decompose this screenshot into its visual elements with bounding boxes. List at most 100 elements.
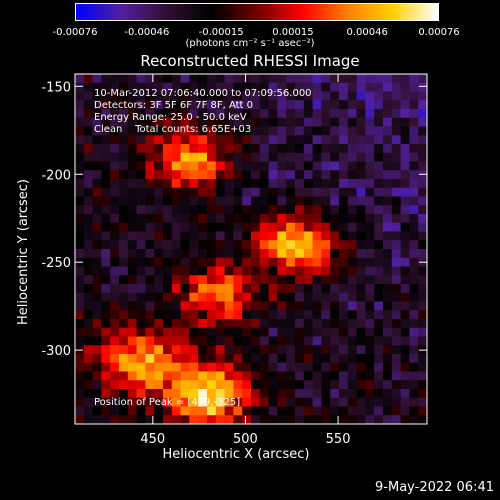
heatmap-cell: [224, 389, 234, 399]
heatmap-cell: [312, 109, 322, 119]
heatmap-cell: [251, 310, 261, 320]
heatmap-cell: [383, 161, 393, 171]
heatmap-cell: [330, 266, 340, 276]
annotation-clean-counts: Clean Total counts: 6.65E+03: [94, 124, 252, 135]
heatmap-cell: [251, 117, 261, 127]
heatmap-cell: [180, 126, 190, 136]
heatmap-cell: [154, 109, 164, 119]
heatmap-cell: [330, 327, 340, 337]
heatmap-cell: [400, 257, 410, 267]
heatmap-cell: [383, 91, 393, 101]
heatmap-cell: [330, 205, 340, 215]
heatmap-cell: [154, 257, 164, 267]
heatmap-cell: [101, 371, 111, 381]
heatmap-cell: [207, 214, 217, 224]
heatmap-cell: [163, 126, 173, 136]
heatmap-cell: [163, 336, 173, 346]
heatmap-cell: [224, 91, 234, 101]
heatmap-cell: [242, 319, 252, 329]
heatmap-cell: [295, 319, 305, 329]
heatmap-cell: [356, 100, 366, 110]
heatmap-cell: [339, 109, 349, 119]
heatmap-cell: [119, 301, 129, 311]
heatmap-cell: [312, 144, 322, 154]
heatmap-cell: [365, 266, 375, 276]
heatmap-cell: [171, 117, 181, 127]
heatmap-cell: [180, 82, 190, 92]
heatmap-cell: [207, 82, 217, 92]
heatmap-cell: [303, 135, 313, 145]
heatmap-cell: [365, 82, 375, 92]
heatmap-cell: [295, 380, 305, 390]
heatmap-cell: [198, 91, 208, 101]
heatmap-cell: [233, 345, 243, 355]
heatmap-cell: [356, 91, 366, 101]
heatmap-cell: [163, 362, 173, 372]
heatmap-cell: [312, 319, 322, 329]
heatmap-cell: [259, 249, 269, 259]
heatmap-cell: [383, 222, 393, 232]
heatmap-cell: [303, 415, 313, 425]
heatmap-cell: [180, 354, 190, 364]
heatmap-cell: [339, 161, 349, 171]
heatmap-cell: [180, 74, 190, 84]
heatmap-cell: [242, 284, 252, 294]
heatmap-cell: [251, 196, 261, 206]
heatmap-cell: [145, 100, 155, 110]
heatmap-cell: [303, 319, 313, 329]
heatmap-cell: [321, 240, 331, 250]
heatmap-cell: [242, 222, 252, 232]
heatmap-cell: [356, 214, 366, 224]
heatmap-cell: [215, 179, 225, 189]
heatmap-cell: [347, 135, 357, 145]
heatmap-cell: [224, 187, 234, 197]
heatmap-cell: [400, 222, 410, 232]
heatmap-cell: [268, 257, 278, 267]
heatmap-cell: [207, 345, 217, 355]
heatmap-cell: [347, 179, 357, 189]
heatmap-cell: [303, 301, 313, 311]
heatmap-cell: [303, 144, 313, 154]
heatmap-cell: [321, 284, 331, 294]
heatmap-cell: [365, 292, 375, 302]
heatmap-cell: [295, 117, 305, 127]
heatmap-cell: [312, 257, 322, 267]
heatmap-cell: [83, 144, 93, 154]
heatmap-cell: [233, 91, 243, 101]
heatmap-cell: [207, 284, 217, 294]
heatmap-cell: [312, 240, 322, 250]
heatmap-cell: [391, 345, 401, 355]
heatmap-cell: [119, 170, 129, 180]
heatmap-cell: [83, 275, 93, 285]
heatmap-cell: [136, 214, 146, 224]
heatmap-cell: [400, 284, 410, 294]
heatmap-cell: [268, 126, 278, 136]
heatmap-cell: [233, 406, 243, 416]
heatmap-cell: [330, 319, 340, 329]
heatmap-cell: [330, 144, 340, 154]
heatmap-cell: [312, 284, 322, 294]
heatmap-cell: [286, 196, 296, 206]
heatmap-cell: [83, 257, 93, 267]
heatmap-cell: [180, 292, 190, 302]
heatmap-cell: [101, 301, 111, 311]
heatmap-cell: [189, 257, 199, 267]
heatmap-cell: [233, 117, 243, 127]
heatmap-cell: [136, 179, 146, 189]
heatmap-cell: [339, 170, 349, 180]
heatmap-cell: [163, 187, 173, 197]
heatmap-cell: [303, 126, 313, 136]
heatmap-cell: [374, 257, 384, 267]
heatmap-cell: [224, 170, 234, 180]
heatmap-cell: [83, 74, 93, 84]
heatmap-cell: [127, 292, 137, 302]
heatmap-cell: [251, 214, 261, 224]
heatmap-cell: [171, 336, 181, 346]
heatmap-cell: [171, 222, 181, 232]
heatmap-cell: [383, 187, 393, 197]
heatmap-cell: [136, 380, 146, 390]
heatmap-cell: [75, 354, 85, 364]
heatmap-cell: [198, 415, 208, 425]
heatmap-cell: [330, 161, 340, 171]
heatmap-cell: [163, 82, 173, 92]
